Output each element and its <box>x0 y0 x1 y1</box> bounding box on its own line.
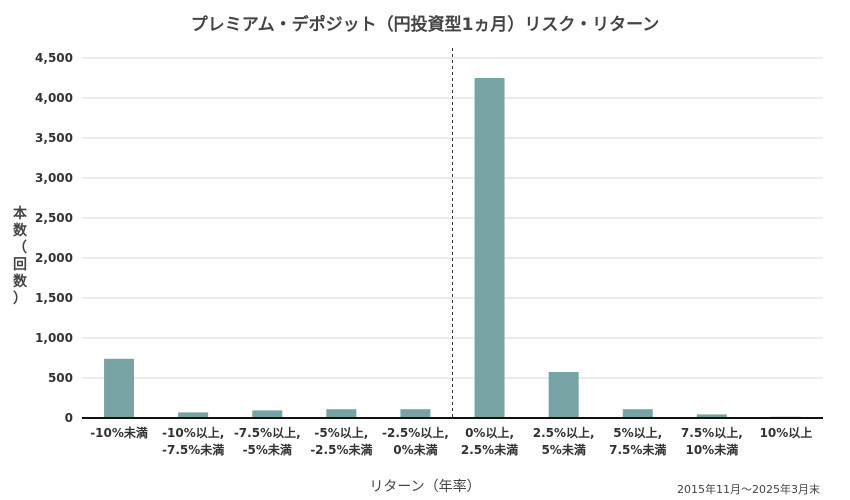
y-tick-label: 3,000 <box>35 171 73 185</box>
x-tick-label: -10%以上, -7.5%未満 <box>162 425 224 457</box>
x-tick-label: -7.5%以上, -5%未満 <box>234 425 301 457</box>
bar <box>104 358 135 418</box>
y-tick-label: 4,000 <box>35 91 73 105</box>
bar <box>622 409 653 418</box>
bar <box>326 409 357 418</box>
y-tick-label: 1,000 <box>35 331 73 345</box>
bar <box>696 414 727 418</box>
y-tick-label: 2,500 <box>35 211 73 225</box>
bar <box>474 78 505 418</box>
y-axis-label: 本数（回数） <box>13 206 27 307</box>
y-tick-label: 0 <box>65 411 73 425</box>
y-tick-label: 4,500 <box>35 51 73 65</box>
x-tick-label: -10%未満 <box>90 425 148 440</box>
bar <box>252 410 283 418</box>
chart-title: プレミアム・デポジット（円投資型1ヵ月）リスク・リターン <box>190 15 660 35</box>
y-tick-label: 1,500 <box>35 291 73 305</box>
x-tick-label: 0%以上, 2.5%未満 <box>461 425 518 457</box>
x-axis-label: リターン（年率） <box>369 479 481 495</box>
bar <box>548 372 579 418</box>
bar <box>178 412 209 418</box>
x-tick-label: 10%以上 <box>760 425 813 440</box>
y-tick-label: 500 <box>48 371 73 385</box>
x-tick-label: 2.5%以上, 5%未満 <box>533 425 595 457</box>
x-tick-label: -2.5%以上, 0%未満 <box>382 425 449 457</box>
x-tick-label: 7.5%以上, 10%未満 <box>681 425 743 457</box>
y-tick-label: 2,000 <box>35 251 73 265</box>
x-tick-label: 5%以上, 7.5%未満 <box>609 425 666 457</box>
date-range-note: 2015年11月〜2025年3月末 <box>677 483 820 496</box>
y-tick-label: 3,500 <box>35 131 73 145</box>
bar <box>400 409 431 418</box>
x-tick-label: -5%以上, -2.5%未満 <box>310 425 372 457</box>
